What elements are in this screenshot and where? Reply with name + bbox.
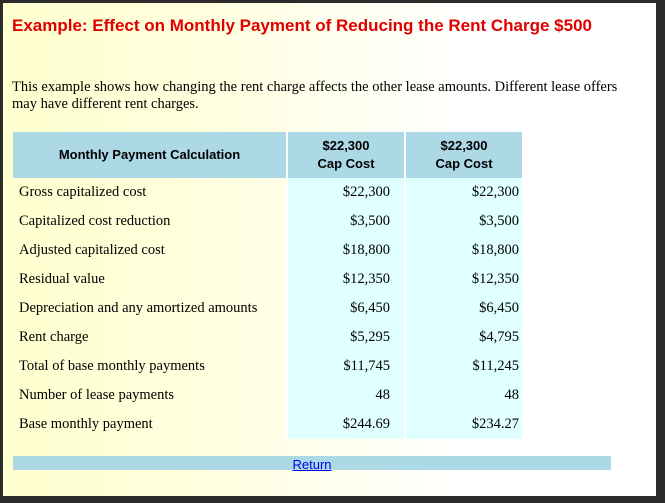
- page: Example: Effect on Monthly Payment of Re…: [3, 3, 656, 496]
- row-value-2: $22,300: [404, 178, 522, 207]
- table-row: Total of base monthly payments $11,745 $…: [13, 352, 522, 381]
- row-value-1: $11,745: [286, 352, 404, 381]
- row-value-2: $234.27: [404, 410, 522, 439]
- row-label: Adjusted capitalized cost: [19, 242, 165, 258]
- column-header-1-line2: Cap Cost: [317, 156, 375, 171]
- footer-bar: Return: [13, 456, 611, 472]
- payment-calculation-table: Monthly Payment Calculation $22,300 Cap …: [13, 132, 522, 439]
- header-label: Monthly Payment Calculation: [13, 132, 286, 178]
- column-header-2-line1: $22,300: [440, 138, 488, 153]
- row-label: Capitalized cost reduction: [19, 213, 171, 229]
- row-value-2: $11,245: [404, 352, 522, 381]
- row-label: Number of lease payments: [19, 387, 175, 403]
- row-label: Residual value: [19, 271, 105, 287]
- row-value-2: $6,450: [404, 294, 522, 323]
- row-value-1: $3,500: [286, 207, 404, 236]
- row-value-1: $244.69: [286, 410, 404, 439]
- column-header-2-line2: Cap Cost: [435, 156, 493, 171]
- intro-paragraph: This example shows how changing the rent…: [12, 79, 618, 112]
- row-label: Gross capitalized cost: [19, 184, 147, 200]
- return-link[interactable]: Return: [292, 457, 332, 472]
- row-value-2: $12,350: [404, 265, 522, 294]
- row-value-1: 48: [286, 381, 404, 410]
- row-value-1: $5,295: [286, 323, 404, 352]
- table-header-row: Monthly Payment Calculation $22,300 Cap …: [13, 132, 522, 178]
- row-label: Depreciation and any amortized amounts: [19, 300, 258, 316]
- column-header-2: $22,300 Cap Cost: [404, 132, 522, 178]
- row-label: Rent charge: [19, 329, 89, 345]
- row-value-1: $22,300: [286, 178, 404, 207]
- row-value-2: 48: [404, 381, 522, 410]
- table-row: Depreciation and any amortized amounts $…: [13, 294, 522, 323]
- table-row: Adjusted capitalized cost $18,800 $18,80…: [13, 236, 522, 265]
- table-row: Number of lease payments 48 48: [13, 381, 522, 410]
- table-row: Gross capitalized cost $22,300 $22,300: [13, 178, 522, 207]
- row-value-1: $6,450: [286, 294, 404, 323]
- table-row: Rent charge $5,295 $4,795: [13, 323, 522, 352]
- page-title: Example: Effect on Monthly Payment of Re…: [12, 16, 592, 35]
- row-value-1: $12,350: [286, 265, 404, 294]
- row-label: Base monthly payment: [19, 416, 153, 432]
- row-label: Total of base monthly payments: [19, 358, 205, 374]
- row-value-2: $18,800: [404, 236, 522, 265]
- table-row: Capitalized cost reduction $3,500 $3,500: [13, 207, 522, 236]
- row-value-1: $18,800: [286, 236, 404, 265]
- column-header-1-line1: $22,300: [322, 138, 370, 153]
- row-value-2: $3,500: [404, 207, 522, 236]
- table-row: Residual value $12,350 $12,350: [13, 265, 522, 294]
- column-header-1: $22,300 Cap Cost: [286, 132, 404, 178]
- row-value-2: $4,795: [404, 323, 522, 352]
- table-row: Base monthly payment $244.69 $234.27: [13, 410, 522, 439]
